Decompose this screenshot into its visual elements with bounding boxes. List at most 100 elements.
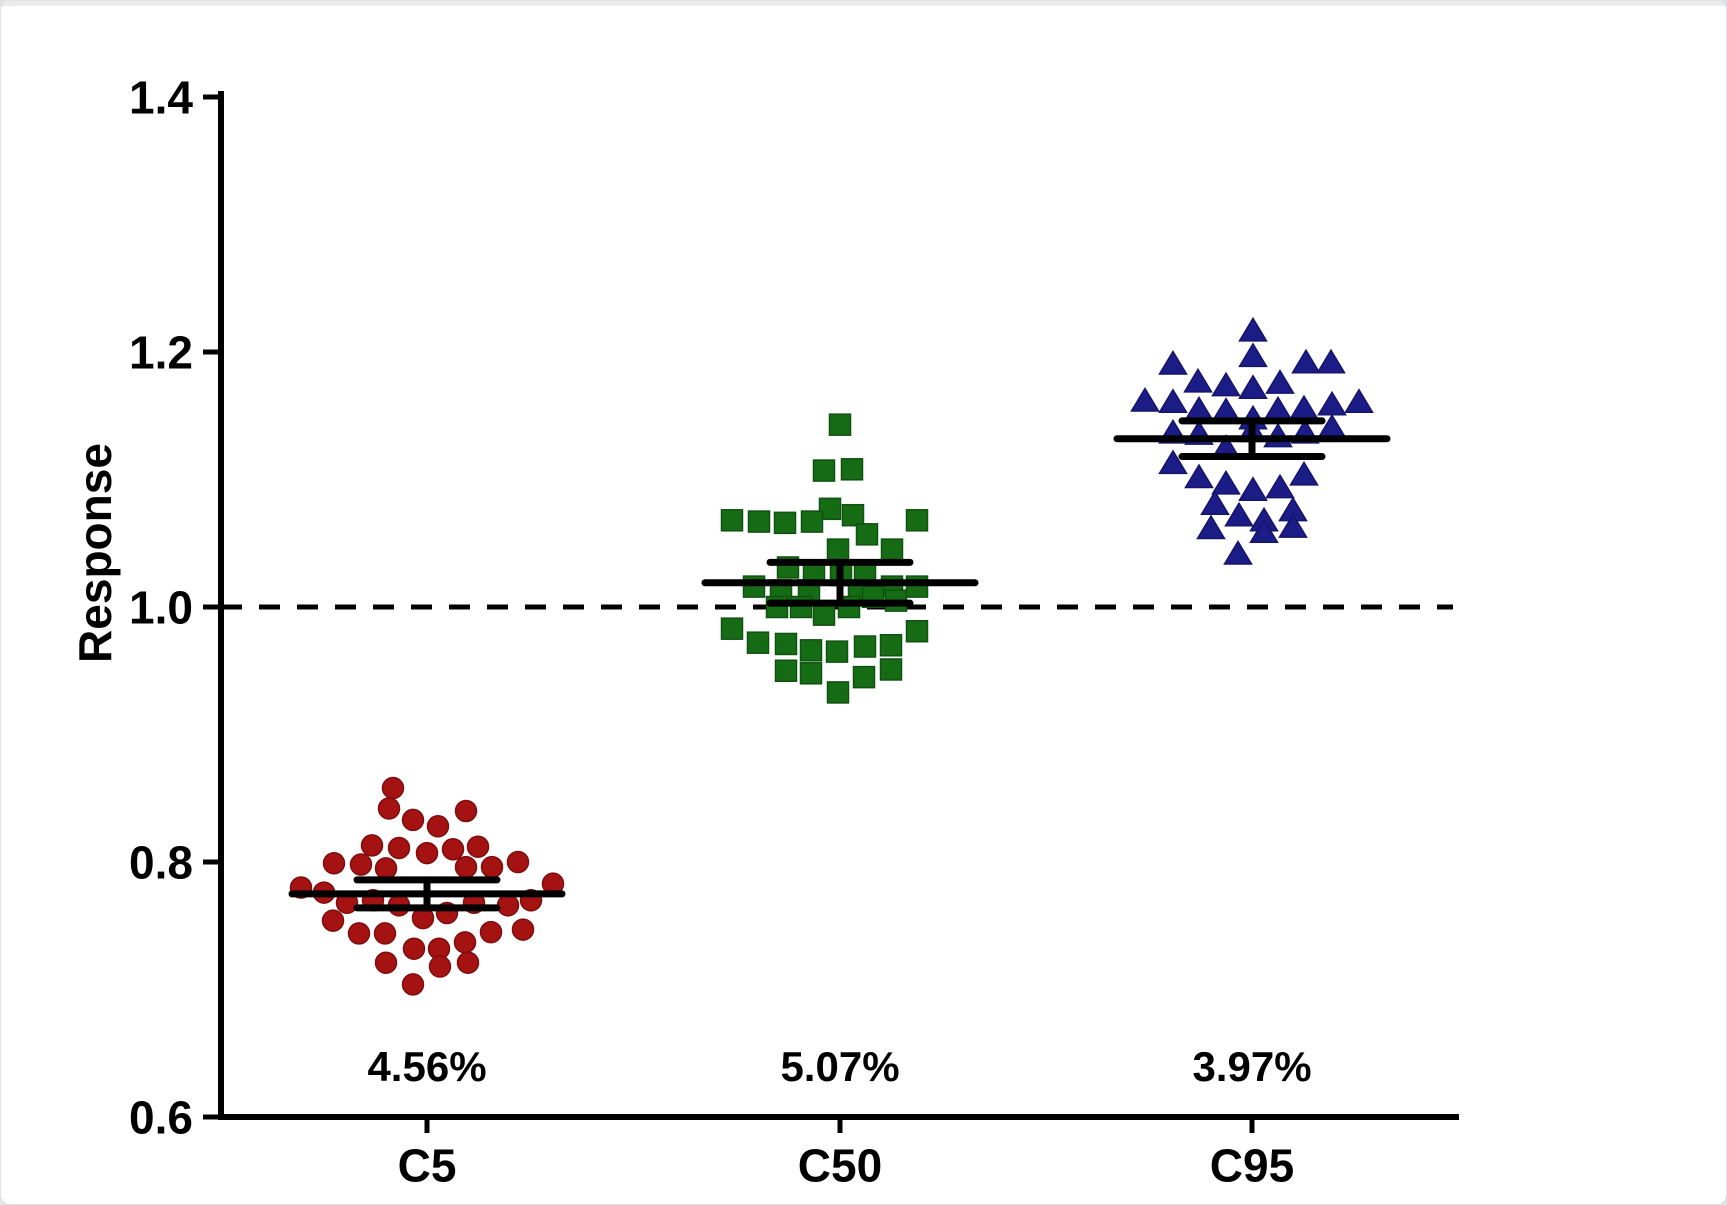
data-point (799, 639, 823, 662)
data-point (377, 797, 401, 820)
data-point (347, 922, 371, 945)
data-point (826, 538, 850, 561)
data-point (441, 838, 465, 861)
data-point (879, 658, 903, 681)
data-point (415, 841, 439, 865)
data-point (360, 834, 384, 857)
data-point (1249, 518, 1279, 544)
data-point (401, 808, 425, 832)
data-point (812, 459, 836, 482)
data-point (1184, 463, 1214, 489)
data-point (506, 850, 530, 874)
data-point (1211, 371, 1241, 397)
data-point (773, 511, 797, 535)
y-tick-label: 0.6 (129, 1092, 193, 1144)
data-point (479, 920, 503, 944)
y-axis-title: Response (69, 443, 121, 663)
data-point (466, 835, 490, 858)
data-point (841, 503, 865, 527)
y-tick-label: 1.2 (129, 327, 193, 379)
data-point (853, 635, 877, 658)
data-point (1200, 490, 1230, 515)
data-point (774, 632, 798, 656)
data-point (1130, 386, 1160, 412)
data-point (1224, 501, 1254, 527)
data-point (1265, 473, 1295, 499)
data-point (1291, 348, 1321, 374)
data-point (1289, 394, 1319, 420)
data-point (765, 595, 789, 619)
data-point (1183, 367, 1213, 393)
data-point (511, 918, 535, 941)
data-point (1184, 395, 1214, 421)
data-point (880, 538, 904, 561)
data-point (1196, 514, 1226, 540)
data-point (1223, 539, 1253, 565)
data-point (855, 523, 879, 546)
page-edge-strip (1, 1, 1726, 6)
data-point (746, 631, 770, 654)
data-point (720, 509, 744, 532)
data-point (1238, 374, 1268, 399)
data-point (1344, 388, 1374, 413)
data-point (799, 662, 823, 685)
data-point (905, 619, 929, 643)
data-point (905, 575, 929, 598)
cv-percent-label: 4.56% (367, 1043, 486, 1090)
x-category-label: C50 (798, 1140, 882, 1192)
data-point (480, 855, 504, 879)
data-point (426, 815, 450, 838)
data-point (1317, 390, 1347, 416)
data-point (818, 497, 842, 521)
data-point (812, 603, 836, 626)
data-point (905, 509, 929, 532)
y-tick-label: 1.4 (129, 72, 193, 124)
data-point (828, 413, 852, 436)
data-point (322, 852, 346, 875)
x-category-label: C95 (1210, 1140, 1294, 1192)
data-point (826, 681, 850, 704)
data-point (720, 617, 744, 640)
data-point (1158, 388, 1188, 413)
data-point (456, 951, 480, 974)
data-point (747, 510, 771, 533)
data-point (1211, 469, 1241, 495)
data-point (401, 973, 425, 996)
data-point (1265, 369, 1295, 394)
data-point (387, 836, 411, 860)
data-point (453, 931, 477, 954)
data-point (374, 857, 398, 880)
y-tick-label: 1.0 (129, 582, 193, 634)
data-point (852, 665, 876, 689)
data-point (1238, 316, 1268, 342)
data-point (374, 951, 398, 974)
data-point (742, 575, 766, 598)
data-point (1278, 513, 1308, 538)
data-point (454, 855, 478, 879)
data-point (1238, 342, 1268, 368)
data-point (1263, 395, 1293, 421)
data-point (879, 634, 903, 657)
data-point (825, 640, 849, 663)
data-point (800, 510, 824, 533)
data-point (1289, 460, 1319, 486)
data-point (1238, 476, 1268, 501)
data-point (496, 894, 520, 917)
y-tick-label: 0.8 (129, 837, 193, 889)
data-point (373, 922, 397, 945)
data-point (1158, 350, 1188, 375)
data-point (840, 458, 864, 481)
data-point (774, 659, 798, 682)
data-point (1316, 348, 1346, 374)
data-point (321, 909, 345, 932)
x-category-label: C5 (398, 1140, 457, 1192)
data-point (789, 595, 813, 619)
data-point (1158, 449, 1188, 475)
cv-percent-label: 3.97% (1192, 1043, 1311, 1090)
data-point (454, 799, 478, 823)
data-point (428, 955, 452, 978)
cv-percent-label: 5.07% (780, 1043, 899, 1090)
data-point (349, 853, 373, 876)
